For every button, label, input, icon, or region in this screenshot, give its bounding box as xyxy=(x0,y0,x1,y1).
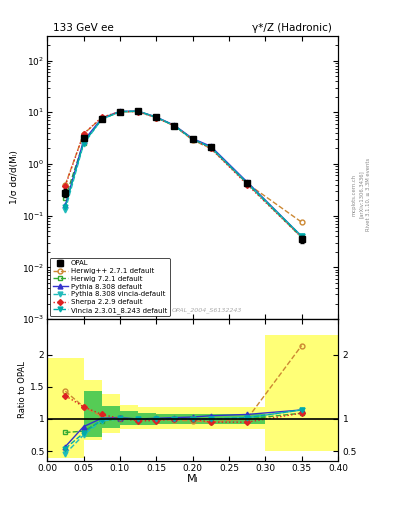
Line: Vincia 2.3.01_8.243 default: Vincia 2.3.01_8.243 default xyxy=(63,109,304,239)
Herwig++ 2.7.1 default xyxy=(118,109,122,115)
Sherpa 2.2.9 default xyxy=(63,183,68,189)
X-axis label: Mₗ: Mₗ xyxy=(187,474,198,484)
Pythia 8.308 vincia-default xyxy=(118,109,122,115)
Herwig 7.2.1 default xyxy=(81,139,86,145)
Herwig 7.2.1 default xyxy=(299,234,304,241)
Pythia 8.308 default xyxy=(63,202,68,208)
Vincia 2.3.01_8.243 default xyxy=(299,233,304,239)
Line: Sherpa 2.2.9 default: Sherpa 2.2.9 default xyxy=(63,110,304,240)
Herwig++ 2.7.1 default xyxy=(81,131,86,137)
Herwig 7.2.1 default xyxy=(172,122,177,129)
Herwig 7.2.1 default xyxy=(154,114,159,120)
Sherpa 2.2.9 default xyxy=(118,109,122,115)
Text: 133 GeV ee: 133 GeV ee xyxy=(53,23,114,33)
Y-axis label: 1/σ dσ/d(Mₗ): 1/σ dσ/d(Mₗ) xyxy=(10,151,19,204)
Vincia 2.3.01_8.243 default xyxy=(63,203,68,209)
Herwig 7.2.1 default xyxy=(136,109,140,115)
Vincia 2.3.01_8.243 default xyxy=(99,116,104,122)
Vincia 2.3.01_8.243 default xyxy=(136,108,140,114)
Text: mcplots.cern.ch: mcplots.cern.ch xyxy=(352,174,357,216)
Pythia 8.308 default xyxy=(172,122,177,129)
Herwig 7.2.1 default xyxy=(190,136,195,142)
Pythia 8.308 default xyxy=(208,143,213,150)
Herwig++ 2.7.1 default xyxy=(154,115,159,121)
Vincia 2.3.01_8.243 default xyxy=(172,122,177,129)
Sherpa 2.2.9 default xyxy=(299,234,304,241)
Sherpa 2.2.9 default xyxy=(172,122,177,129)
Line: Pythia 8.308 vincia-default: Pythia 8.308 vincia-default xyxy=(63,109,304,239)
Herwig++ 2.7.1 default xyxy=(190,137,195,143)
Vincia 2.3.01_8.243 default xyxy=(118,109,122,115)
Text: γ*/Z (Hadronic): γ*/Z (Hadronic) xyxy=(252,23,332,33)
Vincia 2.3.01_8.243 default xyxy=(208,144,213,151)
Legend: OPAL, Herwig++ 2.7.1 default, Herwig 7.2.1 default, Pythia 8.308 default, Pythia: OPAL, Herwig++ 2.7.1 default, Herwig 7.2… xyxy=(50,258,170,316)
Pythia 8.308 default xyxy=(299,233,304,239)
Vincia 2.3.01_8.243 default xyxy=(154,114,159,120)
Pythia 8.308 vincia-default xyxy=(63,207,68,213)
Line: Herwig++ 2.7.1 default: Herwig++ 2.7.1 default xyxy=(63,109,304,225)
Line: Herwig 7.2.1 default: Herwig 7.2.1 default xyxy=(63,109,304,240)
Pythia 8.308 default xyxy=(136,108,140,114)
Sherpa 2.2.9 default xyxy=(136,109,140,115)
Pythia 8.308 vincia-default xyxy=(190,136,195,142)
Pythia 8.308 vincia-default xyxy=(81,141,86,147)
Pythia 8.308 vincia-default xyxy=(208,144,213,151)
Pythia 8.308 default xyxy=(81,138,86,144)
Herwig 7.2.1 default xyxy=(208,144,213,151)
Herwig 7.2.1 default xyxy=(99,116,104,122)
Vincia 2.3.01_8.243 default xyxy=(245,180,250,186)
Line: Pythia 8.308 default: Pythia 8.308 default xyxy=(63,109,304,239)
Herwig++ 2.7.1 default xyxy=(299,219,304,225)
Sherpa 2.2.9 default xyxy=(245,181,250,187)
Pythia 8.308 vincia-default xyxy=(154,114,159,120)
Sherpa 2.2.9 default xyxy=(190,136,195,142)
Pythia 8.308 vincia-default xyxy=(172,122,177,129)
Text: [arXiv:1306.3436]: [arXiv:1306.3436] xyxy=(359,170,364,219)
Pythia 8.308 vincia-default xyxy=(136,108,140,114)
Herwig++ 2.7.1 default xyxy=(63,181,68,187)
Sherpa 2.2.9 default xyxy=(99,114,104,120)
Sherpa 2.2.9 default xyxy=(81,131,86,137)
Vincia 2.3.01_8.243 default xyxy=(190,136,195,142)
Pythia 8.308 default xyxy=(118,109,122,115)
Text: OPAL_2004_S6132243: OPAL_2004_S6132243 xyxy=(172,308,242,313)
Herwig++ 2.7.1 default xyxy=(208,145,213,152)
Y-axis label: Ratio to OPAL: Ratio to OPAL xyxy=(18,361,27,418)
Pythia 8.308 default xyxy=(99,115,104,121)
Pythia 8.308 vincia-default xyxy=(99,116,104,122)
Herwig 7.2.1 default xyxy=(63,195,68,201)
Sherpa 2.2.9 default xyxy=(154,115,159,121)
Pythia 8.308 vincia-default xyxy=(245,180,250,186)
Pythia 8.308 default xyxy=(245,179,250,185)
Pythia 8.308 default xyxy=(190,136,195,142)
Herwig 7.2.1 default xyxy=(245,180,250,186)
Herwig++ 2.7.1 default xyxy=(172,123,177,129)
Sherpa 2.2.9 default xyxy=(208,145,213,152)
Text: Rivet 3.1.10, ≥ 3.3M events: Rivet 3.1.10, ≥ 3.3M events xyxy=(365,158,371,231)
Herwig 7.2.1 default xyxy=(118,109,122,115)
Herwig++ 2.7.1 default xyxy=(99,115,104,121)
Herwig++ 2.7.1 default xyxy=(245,180,250,186)
Vincia 2.3.01_8.243 default xyxy=(81,140,86,146)
Herwig++ 2.7.1 default xyxy=(136,109,140,115)
Pythia 8.308 vincia-default xyxy=(299,233,304,239)
Pythia 8.308 default xyxy=(154,114,159,120)
